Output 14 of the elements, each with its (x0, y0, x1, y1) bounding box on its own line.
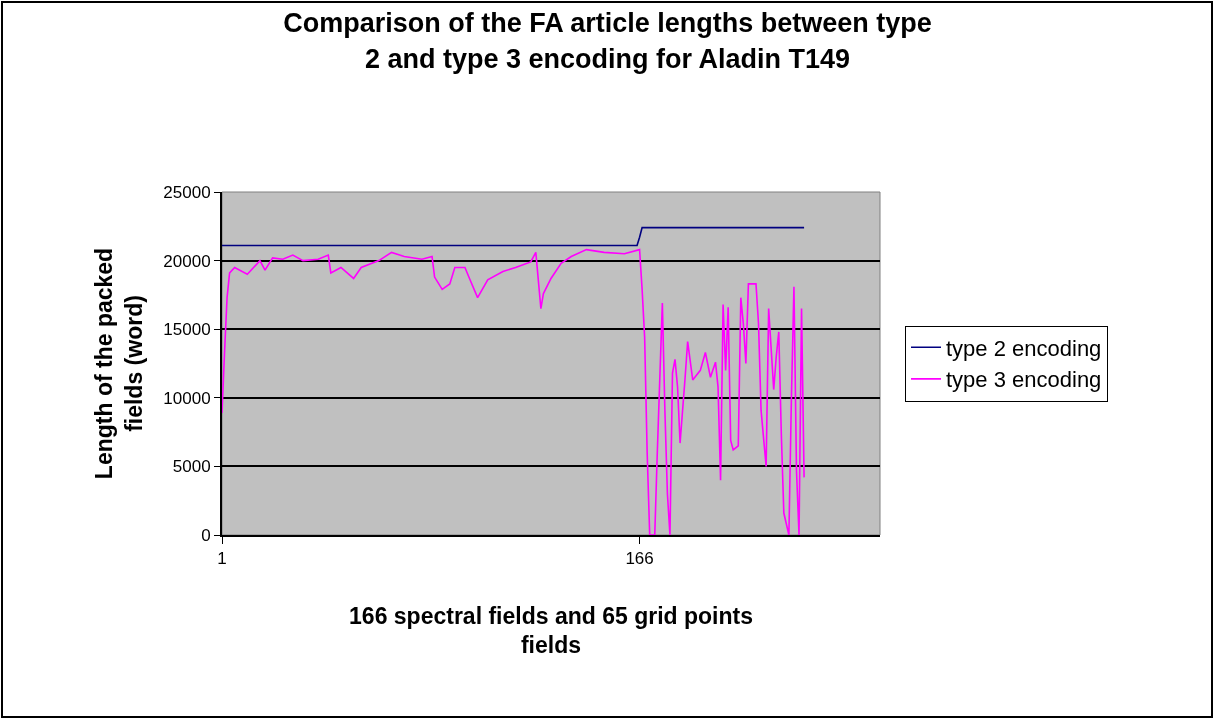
legend-label: type 2 encoding (946, 335, 1102, 361)
y-tick-label: 25000 (163, 182, 211, 202)
x-axis-title: 166 spectral fields and 65 grid points fields (349, 602, 753, 659)
x-tick-label: 166 (625, 549, 654, 569)
y-axis-title: Length of the packed fields (word) (91, 247, 148, 480)
y-tick-label: 20000 (163, 251, 211, 271)
legend-label: type 3 encoding (946, 367, 1102, 393)
y-tick-label: 0 (201, 525, 211, 545)
y-tick-label: 10000 (163, 388, 211, 408)
y-tick-label: 5000 (172, 457, 211, 477)
line-series (222, 248, 805, 535)
chart-title: Comparison of the FA article lengths between type 2 and type 3 encoding for Aladin T149 (283, 8, 932, 74)
x-tick-label: 1 (217, 549, 227, 569)
y-tick-label: 15000 (163, 320, 211, 340)
